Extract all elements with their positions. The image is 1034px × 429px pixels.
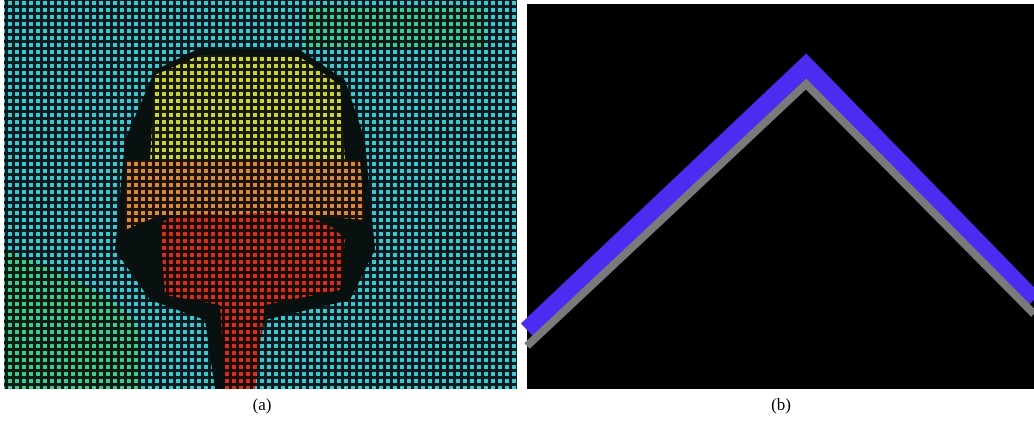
- caption: (b): [771, 395, 791, 414]
- chair-back: [150, 55, 345, 160]
- figure-canvas: (a) (b): [0, 0, 1034, 429]
- caption: (a): [253, 395, 272, 414]
- panel-b-image: [527, 4, 1034, 389]
- wall-points: [305, 8, 485, 48]
- figure: (a) (b): [0, 0, 1034, 429]
- panel-b-background: [527, 4, 1034, 389]
- panel-a-image: [4, 0, 517, 389]
